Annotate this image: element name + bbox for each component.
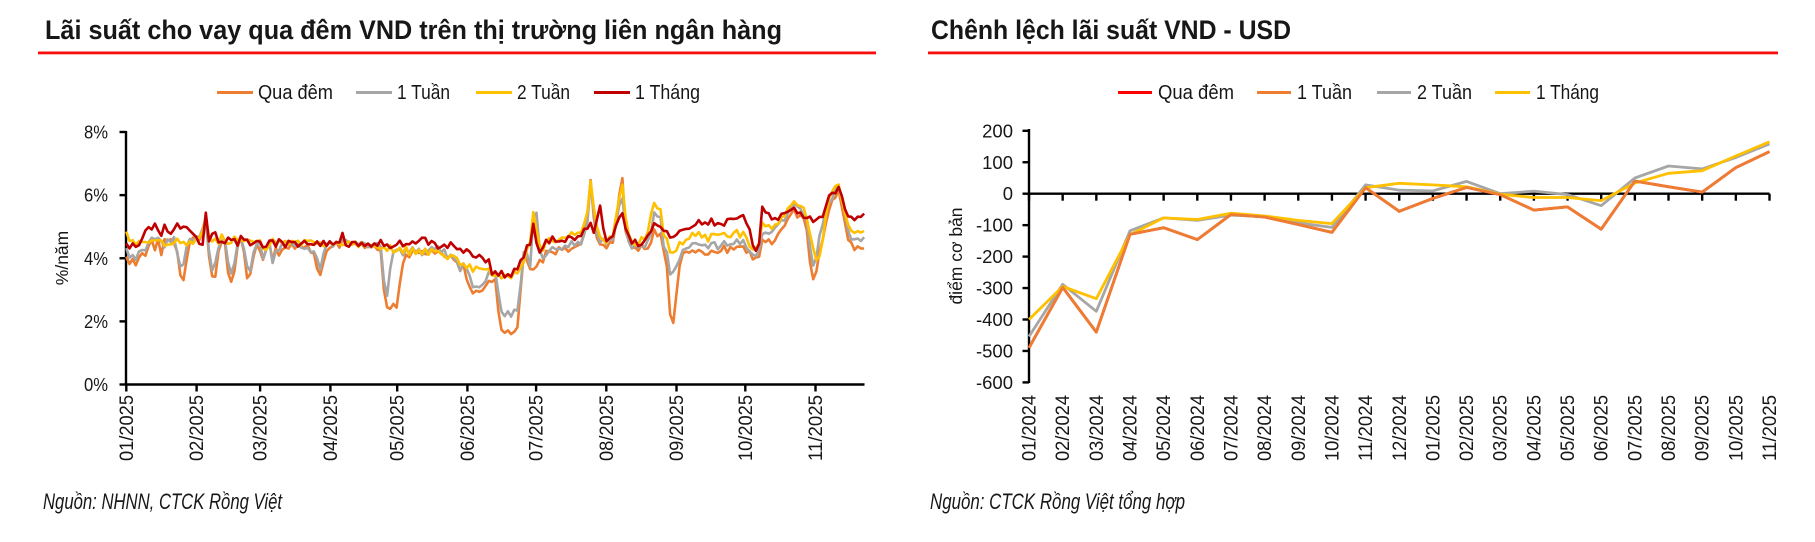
svg-text:02/2024: 02/2024 [1053, 395, 1074, 461]
svg-text:05/2024: 05/2024 [1154, 395, 1175, 461]
svg-text:10/2024: 10/2024 [1322, 395, 1343, 461]
svg-text:03/2025: 03/2025 [1491, 395, 1512, 461]
svg-text:05/2025: 05/2025 [388, 395, 409, 461]
svg-text:04/2025: 04/2025 [1524, 395, 1545, 461]
svg-text:200: 200 [982, 120, 1013, 141]
svg-text:Qua đêm: Qua đêm [258, 82, 333, 104]
svg-text:07/2024: 07/2024 [1221, 395, 1242, 461]
svg-text:Nguồn: CTCK Rồng Việt tổng hợp: Nguồn: CTCK Rồng Việt tổng hợp [930, 489, 1185, 514]
svg-text:11/2025: 11/2025 [1760, 395, 1781, 461]
svg-text:2 Tuần: 2 Tuần [1417, 82, 1472, 104]
svg-text:1 Tháng: 1 Tháng [1536, 82, 1599, 104]
svg-text:Chênh lệch lãi suất VND - USD: Chênh lệch lãi suất VND - USD [931, 15, 1291, 45]
svg-text:11/2024: 11/2024 [1356, 395, 1377, 461]
svg-text:Lãi suất cho vay qua đêm VND t: Lãi suất cho vay qua đêm VND trên thị tr… [45, 15, 782, 45]
svg-text:01/2024: 01/2024 [1020, 395, 1041, 461]
svg-text:1 Tuần: 1 Tuần [397, 82, 450, 104]
svg-text:-400: -400 [976, 309, 1013, 330]
svg-text:01/2025: 01/2025 [1423, 395, 1444, 461]
svg-text:05/2025: 05/2025 [1558, 395, 1579, 461]
svg-text:06/2024: 06/2024 [1188, 395, 1209, 461]
svg-text:1 Tuần: 1 Tuần [1297, 82, 1352, 104]
svg-text:0%: 0% [84, 375, 108, 395]
svg-text:03/2024: 03/2024 [1087, 395, 1108, 461]
svg-text:09/2025: 09/2025 [667, 395, 688, 461]
svg-text:06/2025: 06/2025 [458, 395, 479, 461]
svg-text:6%: 6% [84, 186, 108, 206]
svg-text:-500: -500 [976, 340, 1013, 361]
svg-text:02/2025: 02/2025 [1457, 395, 1478, 461]
svg-text:10/2025: 10/2025 [736, 395, 757, 461]
svg-text:2%: 2% [84, 312, 108, 332]
svg-text:08/2025: 08/2025 [1659, 395, 1680, 461]
svg-text:09/2025: 09/2025 [1693, 395, 1714, 461]
svg-text:1 Tháng: 1 Tháng [635, 82, 700, 104]
svg-text:-200: -200 [976, 246, 1013, 267]
svg-text:%/năm: %/năm [52, 231, 72, 285]
svg-text:-100: -100 [976, 215, 1013, 236]
svg-text:11/2025: 11/2025 [806, 395, 827, 461]
svg-text:4%: 4% [84, 249, 108, 269]
svg-text:07/2025: 07/2025 [1625, 395, 1646, 461]
svg-text:07/2025: 07/2025 [527, 395, 548, 461]
svg-text:04/2024: 04/2024 [1120, 395, 1141, 461]
svg-text:0: 0 [1003, 183, 1013, 204]
svg-text:điểm cơ bản: điểm cơ bản [946, 207, 966, 304]
svg-text:-300: -300 [976, 278, 1013, 299]
svg-text:08/2024: 08/2024 [1255, 395, 1276, 461]
svg-text:06/2025: 06/2025 [1592, 395, 1613, 461]
svg-text:10/2025: 10/2025 [1726, 395, 1747, 461]
svg-text:8%: 8% [84, 123, 108, 143]
svg-text:Nguồn: NHNN, CTCK Rồng Việt: Nguồn: NHNN, CTCK Rồng Việt [43, 489, 283, 514]
svg-text:2 Tuần: 2 Tuần [517, 82, 570, 104]
svg-text:02/2025: 02/2025 [187, 395, 208, 461]
svg-text:01/2025: 01/2025 [117, 395, 138, 461]
svg-text:Qua đêm: Qua đêm [1158, 82, 1234, 104]
svg-text:09/2024: 09/2024 [1289, 395, 1310, 461]
svg-text:12/2024: 12/2024 [1390, 395, 1411, 461]
svg-text:08/2025: 08/2025 [597, 395, 618, 461]
svg-text:100: 100 [982, 152, 1013, 173]
svg-text:04/2025: 04/2025 [321, 395, 342, 461]
svg-text:-600: -600 [976, 372, 1013, 393]
svg-text:03/2025: 03/2025 [251, 395, 272, 461]
